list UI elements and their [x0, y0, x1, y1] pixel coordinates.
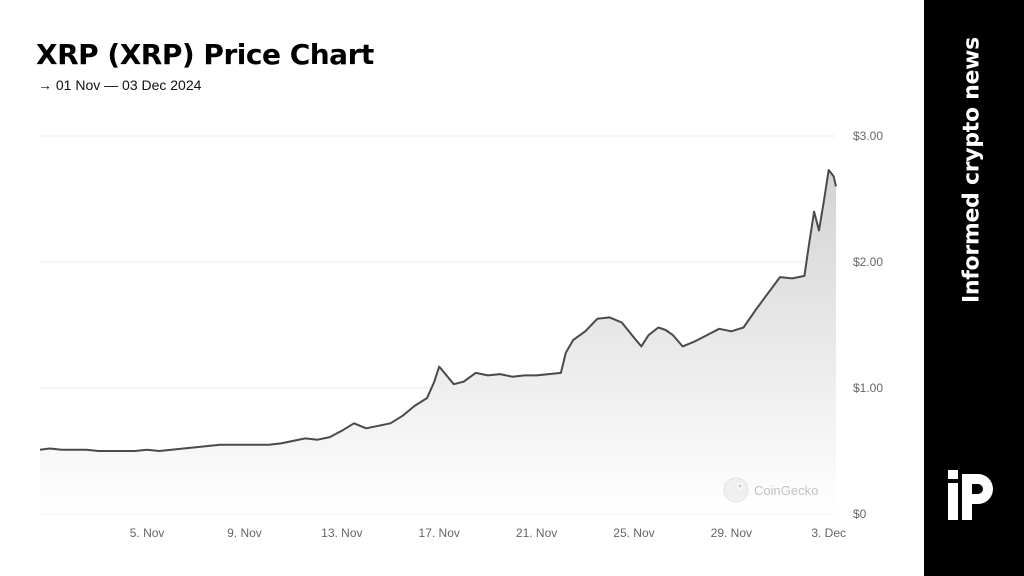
x-axis-labels: 5. Nov 9. Nov 13. Nov 17. Nov 21. Nov 25. Nov…	[130, 526, 846, 540]
y-tick-label: $3.00	[853, 129, 883, 143]
x-tick-label: 29. Nov	[711, 526, 752, 540]
y-tick-label: $0	[853, 507, 867, 521]
x-tick-label: 25. Nov	[613, 526, 654, 540]
coingecko-watermark: CoinGecko	[723, 477, 818, 503]
side-tagline: Informed crypto news	[959, 37, 985, 303]
price-area	[40, 170, 836, 514]
y-tick-label: $2.00	[853, 255, 883, 269]
y-axis-labels: $0 $1.00 $2.00 $3.00	[853, 129, 883, 521]
x-tick-label: 9. Nov	[227, 526, 262, 540]
publication-logo-icon	[948, 470, 993, 520]
gecko-icon	[723, 477, 749, 503]
watermark-text: CoinGecko	[754, 483, 818, 498]
date-range: → 01 Nov — 03 Dec 2024	[38, 77, 202, 93]
x-tick-label: 3. Dec	[811, 526, 846, 540]
price-chart: $0 $1.00 $2.00 $3.00 5. Nov 9. Nov 13. Nov 17.…	[39, 129, 883, 540]
x-tick-label: 13. Nov	[321, 526, 362, 540]
chart-title: XRP (XRP) Price Chart	[36, 38, 374, 71]
x-tick-label: 5. Nov	[130, 526, 165, 540]
price-line	[39, 169, 837, 452]
y-tick-label: $1.00	[853, 381, 883, 395]
x-tick-label: 21. Nov	[516, 526, 557, 540]
x-tick-label: 17. Nov	[419, 526, 460, 540]
